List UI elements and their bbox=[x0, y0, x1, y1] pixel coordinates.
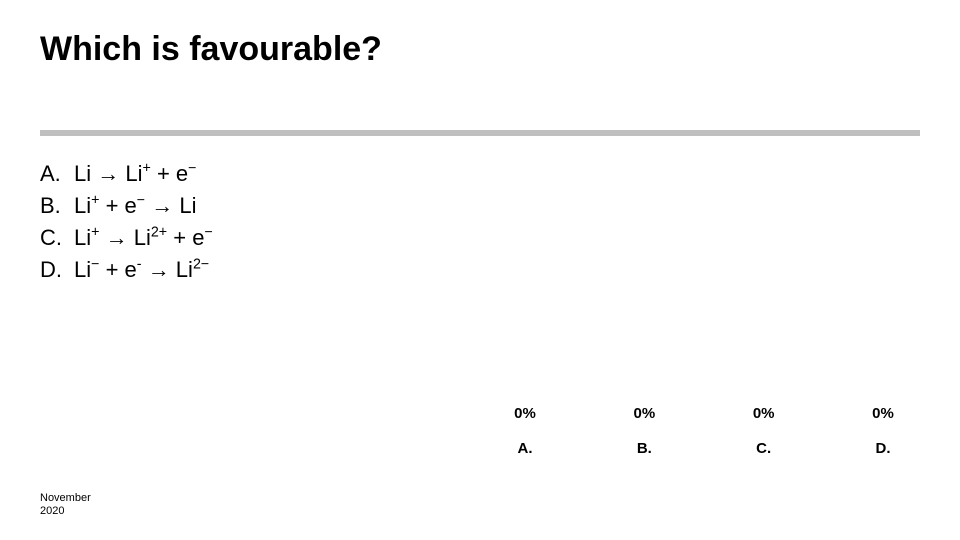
option-a: A. Li → Li+ + e− bbox=[40, 158, 213, 190]
slide-footer: November 2020 bbox=[40, 492, 91, 518]
title-divider bbox=[40, 130, 920, 136]
option-text: Li− + e- → Li2− bbox=[74, 254, 209, 286]
slide-title: Which is favourable? bbox=[40, 30, 382, 69]
footer-line: 2020 bbox=[40, 505, 91, 518]
option-label: D. bbox=[40, 254, 74, 286]
poll-label: B. bbox=[637, 440, 652, 457]
poll-col-d: 0% D. bbox=[828, 405, 938, 457]
poll-pct: 0% bbox=[514, 405, 536, 422]
poll-col-a: 0% A. bbox=[470, 405, 580, 457]
option-d: D. Li− + e- → Li2− bbox=[40, 254, 213, 286]
poll-results: 0% A. 0% B. 0% C. 0% D. bbox=[470, 405, 938, 457]
poll-col-c: 0% C. bbox=[709, 405, 819, 457]
option-text: Li → Li+ + e− bbox=[74, 158, 197, 190]
option-b: B. Li+ + e− → Li bbox=[40, 190, 213, 222]
option-text: Li+ + e− → Li bbox=[74, 190, 197, 222]
poll-pct: 0% bbox=[753, 405, 775, 422]
option-label: A. bbox=[40, 158, 74, 190]
option-c: C. Li+ → Li2+ + e− bbox=[40, 222, 213, 254]
poll-label: D. bbox=[875, 440, 890, 457]
answer-options: A. Li → Li+ + e− B. Li+ + e− → Li C. Li+… bbox=[40, 158, 213, 286]
option-label: B. bbox=[40, 190, 74, 222]
poll-col-b: 0% B. bbox=[589, 405, 699, 457]
poll-label: A. bbox=[518, 440, 533, 457]
option-text: Li+ → Li2+ + e− bbox=[74, 222, 213, 254]
poll-label: C. bbox=[756, 440, 771, 457]
poll-pct: 0% bbox=[872, 405, 894, 422]
slide: Which is favourable? A. Li → Li+ + e− B.… bbox=[0, 0, 960, 540]
poll-pct: 0% bbox=[633, 405, 655, 422]
footer-line: November bbox=[40, 492, 91, 505]
option-label: C. bbox=[40, 222, 74, 254]
